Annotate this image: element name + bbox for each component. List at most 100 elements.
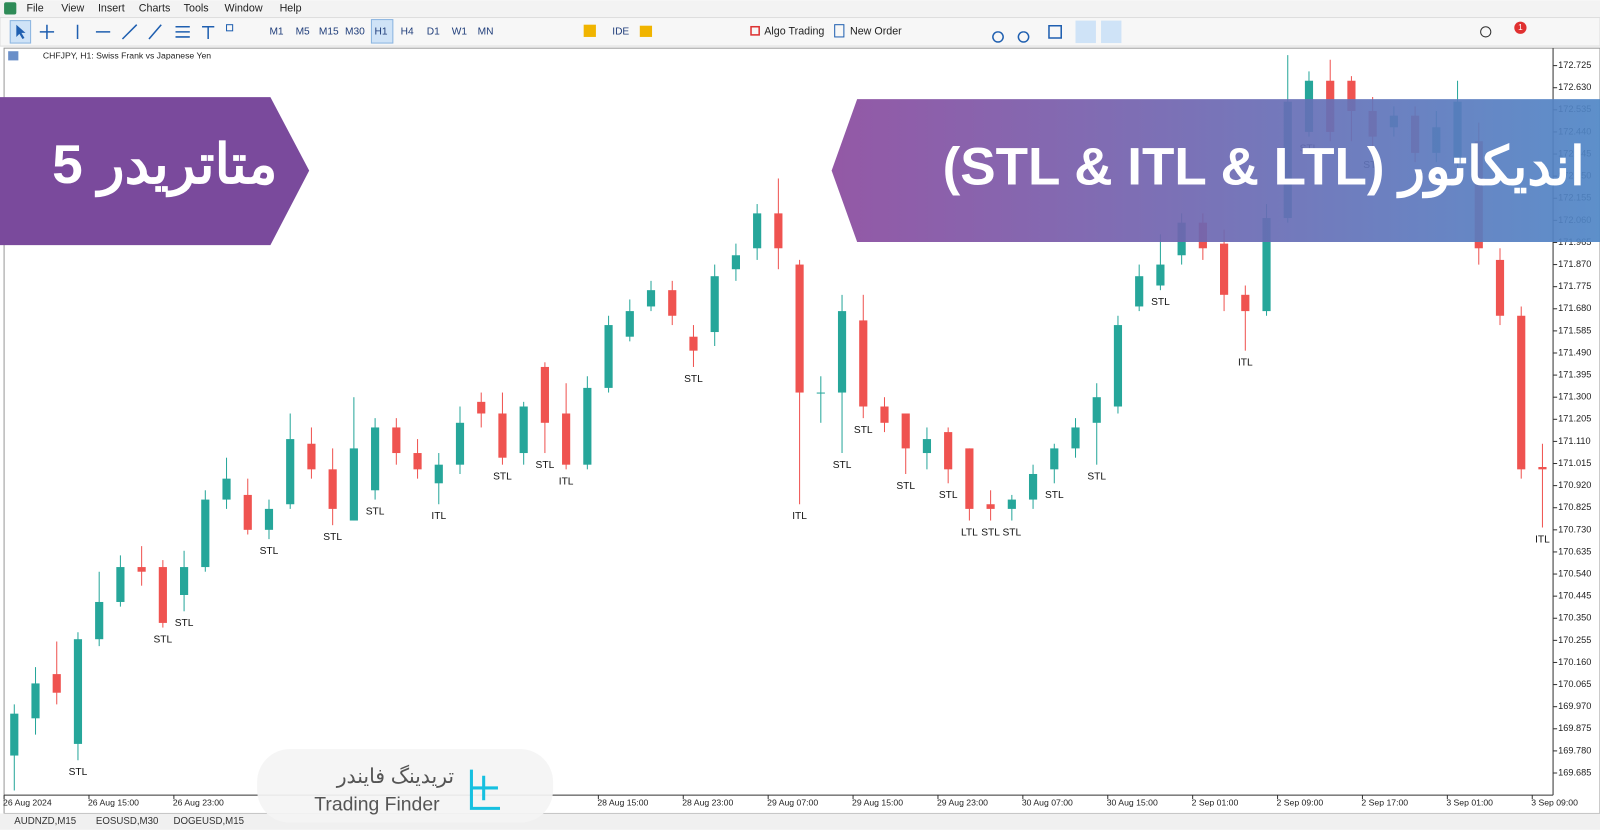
y-tick-label: 171.300	[1558, 392, 1591, 402]
candle-body	[1347, 80, 1356, 111]
menu-item[interactable]: Tools	[184, 3, 209, 15]
y-tick-label: 170.350	[1558, 613, 1591, 623]
y-tick-label: 170.825	[1558, 502, 1591, 512]
ide-button[interactable]: IDE	[612, 27, 629, 38]
candle-body	[264, 508, 274, 530]
candle-body	[1071, 427, 1080, 449]
timeframe-button[interactable]: H4	[401, 27, 414, 38]
y-tick-label: 170.065	[1558, 679, 1591, 689]
timeframe-button[interactable]: M15	[319, 27, 339, 38]
level-marker: STL	[854, 425, 873, 436]
y-tick-label: 171.110	[1558, 436, 1590, 446]
level-marker: STL	[366, 507, 385, 518]
candle-body	[1028, 473, 1038, 500]
y-tick-label: 171.015	[1558, 458, 1591, 468]
chart-symbol: CHFJPY, H1: Swiss Frank vs Japanese Yen	[43, 51, 211, 61]
chart-tab[interactable]: AUDNZD,M15	[14, 816, 76, 827]
x-tick-label: 3 Sep 09:00	[1531, 798, 1578, 808]
level-marker: ITL	[1535, 534, 1550, 545]
market-icon[interactable]	[583, 24, 596, 37]
menu-item[interactable]: View	[61, 3, 84, 15]
y-tick-label: 171.490	[1558, 347, 1591, 357]
active-timeframe	[370, 19, 394, 44]
y-tick-label: 169.780	[1558, 745, 1591, 755]
candle-body	[519, 406, 528, 454]
candle-body	[625, 311, 634, 337]
level-marker: STL	[175, 618, 194, 629]
timeframe-button[interactable]: MN	[478, 27, 494, 38]
level-marker: ITL	[431, 511, 446, 522]
timeframe-button[interactable]: H1	[375, 27, 388, 38]
candle-body	[540, 366, 549, 423]
candle-body	[413, 453, 422, 470]
search-icon[interactable]	[1480, 26, 1492, 38]
algo-icon[interactable]	[750, 25, 760, 36]
chart-shift[interactable]	[1101, 20, 1122, 44]
chart-icon	[8, 51, 19, 61]
candle-body	[944, 432, 953, 470]
level-marker: STL	[323, 532, 342, 543]
candle-body	[710, 276, 719, 333]
chart-tab[interactable]: EOSUSD,M30	[96, 816, 159, 827]
timeframe-button[interactable]: M1	[269, 27, 283, 38]
candle-body	[243, 494, 252, 530]
timeframe-button[interactable]: W1	[452, 27, 468, 38]
candle-body	[116, 567, 125, 602]
candle-body	[455, 422, 465, 465]
candle-body	[1135, 276, 1144, 307]
notification-badge[interactable]	[1514, 21, 1527, 34]
order-icon[interactable]	[834, 24, 845, 38]
drawing-tools[interactable]	[76, 24, 162, 40]
y-tick-label: 170.445	[1558, 591, 1591, 601]
candle-body	[1113, 325, 1123, 407]
y-tick-label: 171.870	[1558, 259, 1591, 269]
candle-body	[1050, 448, 1059, 470]
chart-tab[interactable]: DOGEUSD,M15	[173, 816, 244, 827]
new-order-button[interactable]: New Order	[850, 26, 902, 38]
y-tick-label: 170.635	[1558, 546, 1591, 556]
candle-body	[583, 387, 592, 465]
candle-body	[859, 320, 868, 407]
level-marker: STL	[154, 634, 173, 645]
level-marker: STL	[684, 374, 703, 385]
candle-body	[307, 443, 316, 470]
zoom-tools[interactable]	[992, 24, 1062, 43]
y-tick-label: 171.395	[1558, 370, 1591, 380]
candle-body	[986, 504, 995, 509]
signals-icon[interactable]	[639, 25, 653, 37]
candle-body	[646, 290, 656, 307]
crosshair-icon[interactable]	[39, 24, 55, 39]
menu-item[interactable]: Insert	[98, 3, 125, 15]
candle-body	[668, 290, 677, 316]
candle-body	[10, 713, 19, 756]
candle-body	[328, 469, 337, 509]
menu-item[interactable]: Help	[280, 3, 302, 15]
menu-item[interactable]: Charts	[139, 3, 171, 15]
y-tick-label: 171.680	[1558, 303, 1591, 313]
level-marker: STL	[536, 460, 555, 471]
candle-body	[477, 401, 486, 414]
x-tick-label: 29 Aug 15:00	[852, 798, 903, 808]
candle-body	[31, 683, 40, 719]
candle-body	[562, 413, 571, 465]
x-tick-label: 2 Sep 09:00	[1277, 798, 1324, 808]
shapes-icon[interactable]	[226, 24, 234, 32]
line-tools[interactable]	[175, 25, 215, 39]
timeframe-button[interactable]: D1	[427, 27, 440, 38]
menu-item[interactable]: Window	[224, 3, 262, 15]
candle-body	[1220, 243, 1229, 295]
timeframe-button[interactable]: M5	[296, 27, 310, 38]
candle-body	[731, 255, 740, 270]
autoscroll[interactable]	[1075, 20, 1096, 44]
algo-trading-button[interactable]: Algo Trading	[764, 26, 824, 38]
menu-item[interactable]: File	[27, 3, 44, 15]
level-marker: STL	[1087, 472, 1106, 483]
candle-body	[1241, 294, 1250, 312]
candle-body	[52, 674, 61, 693]
x-tick-label: 2 Sep 01:00	[1192, 798, 1239, 808]
timeframe-button[interactable]: M30	[345, 27, 365, 38]
candle-body	[880, 406, 889, 423]
candle-body	[201, 499, 210, 568]
x-tick-label: 29 Aug 23:00	[937, 798, 988, 808]
